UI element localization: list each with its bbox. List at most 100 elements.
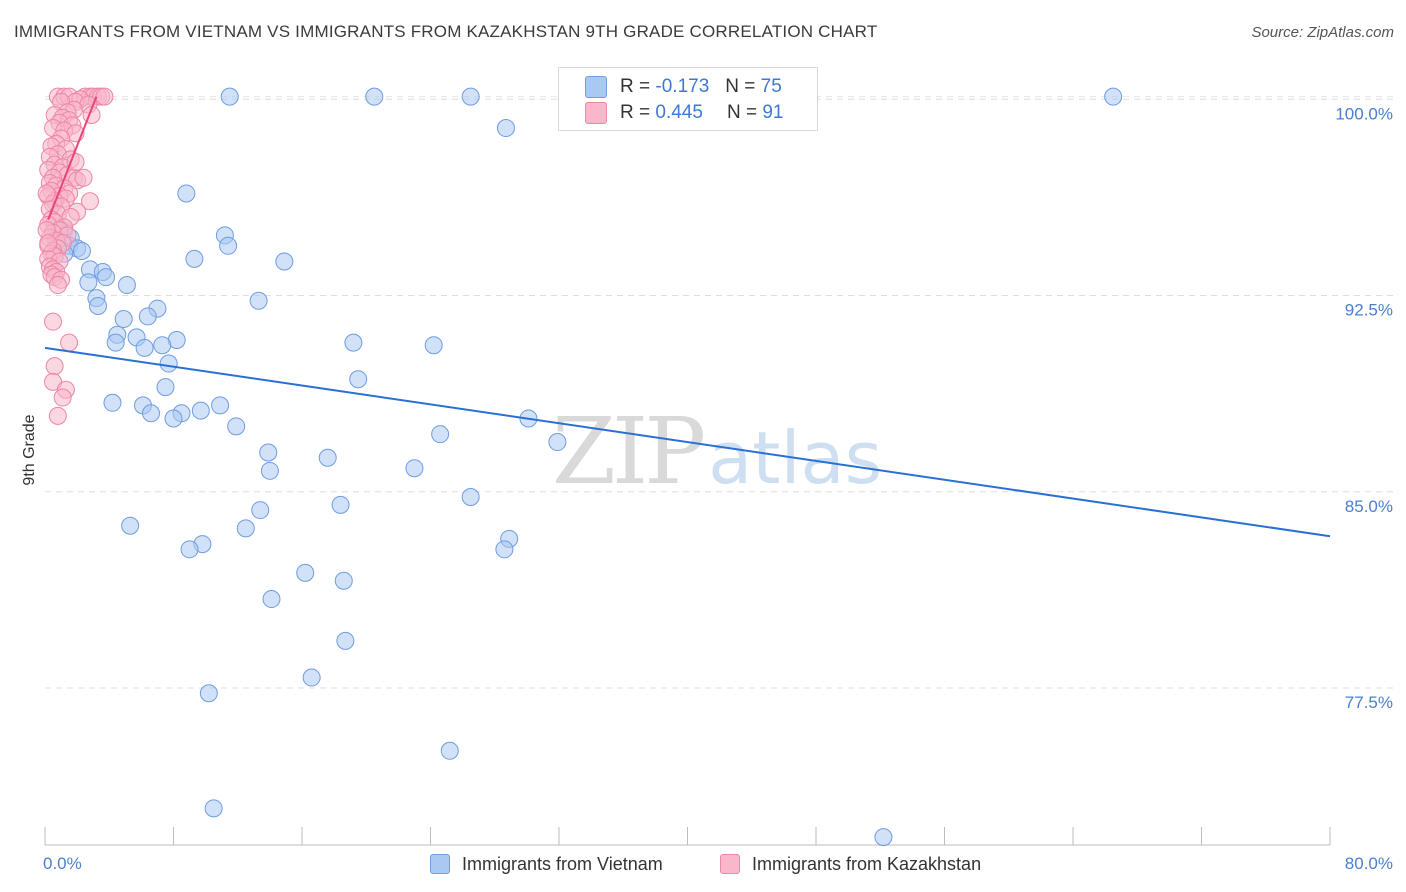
vietnam-point bbox=[1104, 87, 1123, 106]
bottom-legend-swatch-vietnam bbox=[430, 854, 450, 874]
vietnam-point bbox=[164, 409, 183, 428]
vietnam-point bbox=[220, 87, 239, 106]
vietnam-point bbox=[211, 396, 230, 415]
vietnam-point bbox=[159, 354, 178, 373]
legend-n-value: 91 bbox=[762, 102, 784, 123]
y-axis-label: 9th Grade bbox=[21, 414, 38, 485]
vietnam-point bbox=[103, 393, 122, 412]
bottom-legend-label-kazakhstan: Immigrants from Kazakhstan bbox=[752, 853, 982, 874]
bottom-legend-label-vietnam: Immigrants from Vietnam bbox=[462, 853, 663, 874]
vietnam-point bbox=[424, 336, 443, 355]
vietnam-point bbox=[334, 571, 353, 590]
source-label: Source: ZipAtlas.com bbox=[1251, 24, 1394, 41]
vietnam-point bbox=[251, 501, 270, 520]
vietnam-point bbox=[262, 590, 281, 609]
vietnam-point bbox=[142, 404, 161, 423]
vietnam-point bbox=[185, 249, 204, 268]
vietnam-point bbox=[496, 119, 515, 138]
vietnam-point bbox=[114, 310, 133, 329]
kazakhstan-trend-line bbox=[47, 96, 98, 220]
vietnam-point bbox=[135, 338, 154, 357]
vietnam-point bbox=[153, 336, 172, 355]
vietnam-point bbox=[405, 459, 424, 478]
vietnam-point bbox=[156, 378, 175, 397]
vietnam-points bbox=[47, 87, 1123, 847]
kazakhstan-point bbox=[48, 406, 67, 425]
vietnam-point bbox=[461, 87, 480, 106]
vietnam-point bbox=[79, 273, 98, 292]
legend-r-label: R = bbox=[620, 76, 651, 97]
vietnam-point bbox=[117, 276, 136, 295]
vietnam-point bbox=[204, 799, 223, 818]
vietnam-point bbox=[461, 487, 480, 506]
bottom-legend-kazakhstan: Immigrants from Kazakhstan bbox=[720, 852, 981, 876]
y-tick-label: 92.5% bbox=[1345, 301, 1393, 320]
vietnam-point bbox=[260, 461, 279, 480]
vietnam-point bbox=[89, 296, 108, 315]
vietnam-point bbox=[259, 443, 278, 462]
vietnam-point bbox=[336, 631, 355, 650]
legend-row-kazakhstan: R = 0.445 N = 91 bbox=[585, 101, 783, 125]
vietnam-point bbox=[495, 540, 514, 559]
legend-n-value: 75 bbox=[760, 76, 782, 97]
chart-title: IMMIGRANTS FROM VIETNAM VS IMMIGRANTS FR… bbox=[14, 22, 878, 41]
grid bbox=[45, 96, 1395, 689]
vietnam-point bbox=[874, 828, 893, 847]
vietnam-trend-line bbox=[44, 346, 1331, 538]
kazakhstan-point bbox=[60, 333, 79, 352]
legend-r-value: -0.173 bbox=[655, 76, 710, 97]
vietnam-point bbox=[365, 87, 384, 106]
legend-swatch-vietnam bbox=[585, 76, 607, 98]
legend-n-label: N = bbox=[726, 102, 758, 123]
vietnam-point bbox=[331, 495, 350, 514]
vietnam-point bbox=[302, 668, 321, 687]
vietnam-point bbox=[72, 242, 91, 261]
vietnam-point bbox=[548, 433, 567, 452]
vietnam-point bbox=[318, 448, 337, 467]
vietnam-point bbox=[97, 268, 116, 287]
vietnam-point bbox=[275, 252, 294, 271]
bottom-legend-swatch-kazakhstan bbox=[720, 854, 740, 874]
vietnam-point bbox=[440, 741, 459, 760]
vietnam-point bbox=[236, 519, 255, 538]
legend-row-vietnam: R = -0.173 N = 75 bbox=[585, 75, 782, 99]
kazakhstan-point bbox=[95, 87, 114, 106]
correlation-legend: R = -0.173 N = 75 R = 0.445 N = 91 bbox=[558, 67, 818, 131]
kazakhstan-point bbox=[74, 168, 93, 187]
kazakhstan-point bbox=[66, 153, 85, 172]
kazakhstan-point bbox=[39, 234, 58, 253]
vietnam-point bbox=[199, 684, 218, 703]
vietnam-point bbox=[249, 291, 268, 310]
vietnam-point bbox=[180, 540, 199, 559]
y-tick-label: 85.0% bbox=[1345, 497, 1393, 516]
kazakhstan-point bbox=[44, 312, 63, 331]
vietnam-point bbox=[106, 333, 125, 352]
vietnam-point bbox=[227, 417, 246, 436]
x-tick-label: 0.0% bbox=[43, 854, 82, 873]
bottom-legend-vietnam: Immigrants from Vietnam bbox=[430, 852, 663, 876]
vietnam-point bbox=[121, 516, 140, 535]
vietnam-point bbox=[219, 236, 238, 255]
y-tick-label: 77.5% bbox=[1345, 693, 1393, 712]
axes: 100.0% 92.5% 85.0% 77.5% 0.0% 80.0% bbox=[43, 104, 1393, 873]
vietnam-point bbox=[349, 370, 368, 389]
vietnam-point bbox=[296, 563, 315, 582]
kazakhstan-point bbox=[48, 276, 67, 295]
vietnam-point bbox=[344, 333, 363, 352]
vietnam-point bbox=[138, 307, 157, 326]
legend-swatch-kazakhstan bbox=[585, 102, 607, 124]
kazakhstan-point bbox=[53, 388, 72, 407]
y-tick-label: 100.0% bbox=[1335, 104, 1393, 123]
kazakhstan-point bbox=[80, 192, 99, 211]
legend-n-label: N = bbox=[725, 76, 756, 97]
legend-r-value: 0.445 bbox=[655, 102, 703, 123]
vietnam-point bbox=[177, 184, 196, 203]
kazakhstan-point bbox=[45, 357, 64, 376]
legend-r-label: R = bbox=[620, 102, 651, 123]
kazakhstan-point bbox=[37, 184, 56, 203]
vietnam-point bbox=[431, 425, 450, 444]
trend-lines bbox=[44, 96, 1331, 538]
x-tick-label: 80.0% bbox=[1345, 854, 1393, 873]
vietnam-point bbox=[191, 401, 210, 420]
